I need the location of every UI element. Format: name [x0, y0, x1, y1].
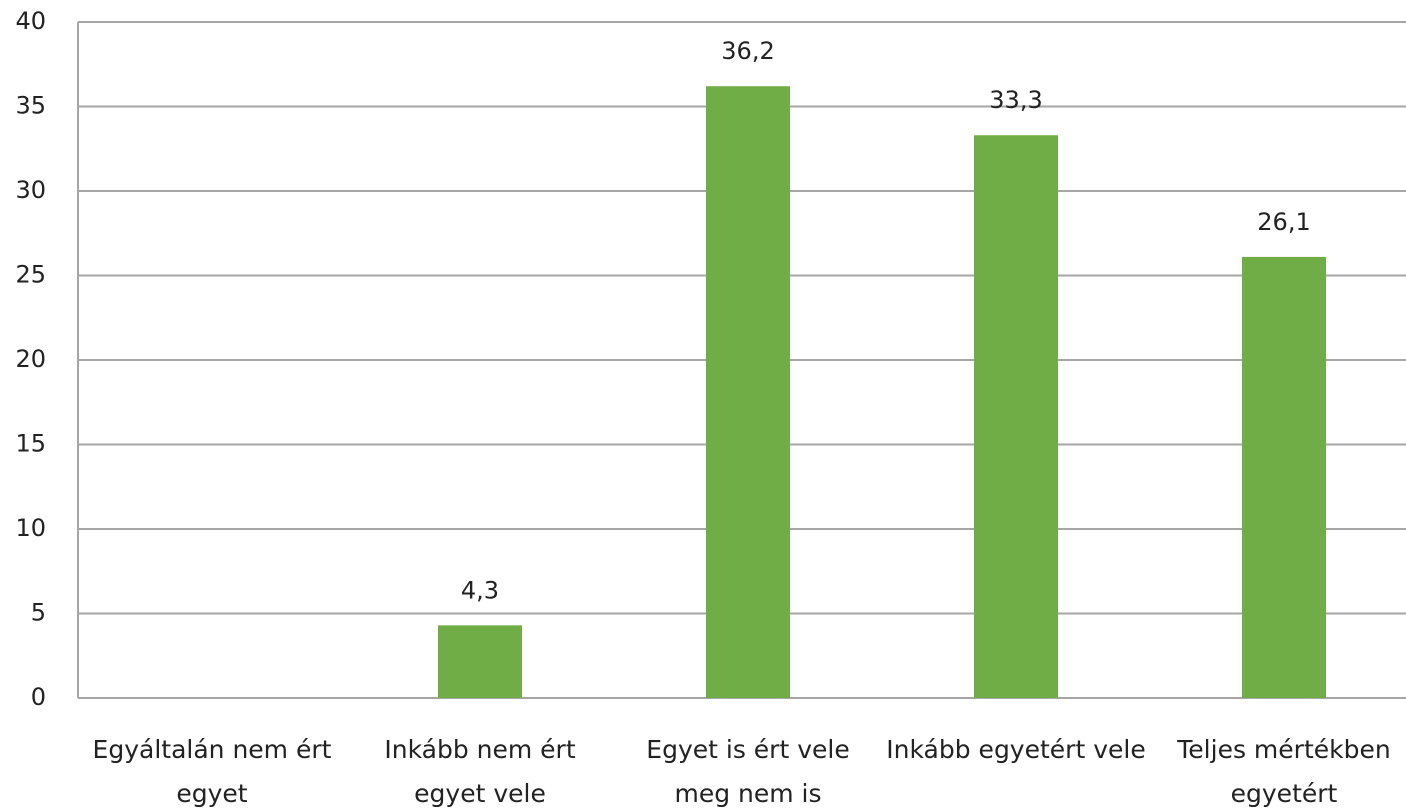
y-tick-label: 15 — [15, 430, 46, 458]
data-label: 36,2 — [721, 37, 774, 65]
y-tick-label: 25 — [15, 261, 46, 289]
y-tick-label: 40 — [15, 7, 46, 35]
y-tick-label: 30 — [15, 176, 46, 204]
bar — [1242, 256, 1326, 698]
x-tick-label: Egyet is ért vele meg nem is — [646, 735, 850, 808]
y-tick-label: 5 — [31, 599, 46, 627]
x-tick-label: Inkább nem ért egyet vele — [384, 735, 576, 808]
x-tick-label: Teljes mértékben egyetért — [1177, 735, 1391, 808]
bar — [438, 625, 522, 698]
bar — [706, 86, 790, 699]
data-label: 33,3 — [989, 86, 1042, 114]
y-tick-label: 0 — [31, 683, 46, 711]
y-tick-label: 35 — [15, 92, 46, 120]
bar — [974, 135, 1058, 699]
x-tick-label: Inkább egyetért vele — [886, 735, 1146, 764]
y-tick-label: 20 — [15, 345, 46, 373]
data-label: 4,3 — [461, 576, 499, 604]
x-tick-label: Egyáltalán nem ért egyet — [92, 735, 332, 808]
data-label: 26,1 — [1257, 208, 1310, 236]
y-tick-label: 10 — [15, 514, 46, 542]
